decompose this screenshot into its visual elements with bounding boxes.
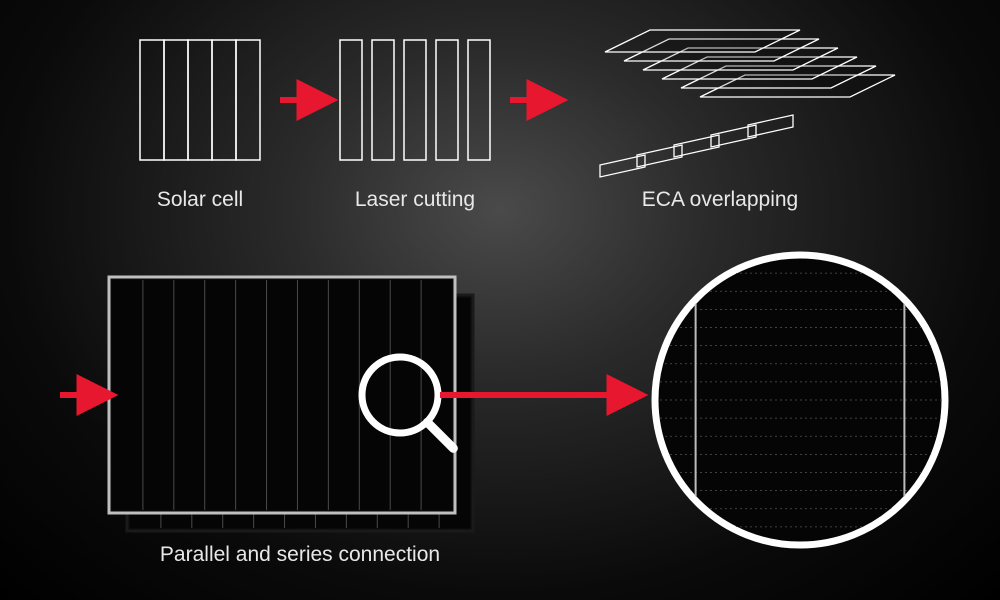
solar-cell-label: Solar cell [157, 188, 243, 212]
flow-arrows [0, 0, 1000, 600]
parallel-series-label: Parallel and series connection [160, 543, 440, 567]
laser-cutting-label: Laser cutting [355, 188, 475, 212]
eca-overlapping-label: ECA overlapping [642, 188, 798, 212]
